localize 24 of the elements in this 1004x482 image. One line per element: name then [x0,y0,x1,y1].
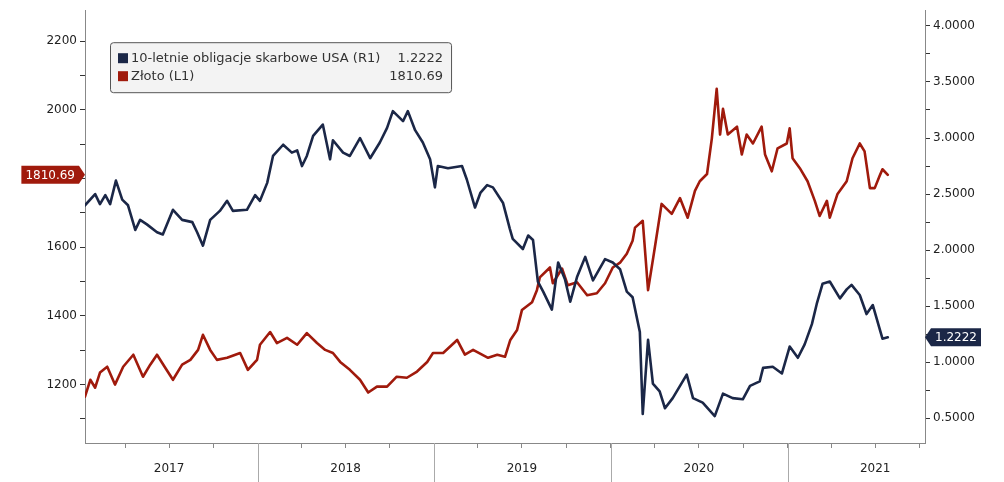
y2-tick-label: 3.5000 [933,74,975,89]
y2-tick-label: 2.5000 [933,186,975,201]
y-tick-label: 2000 [46,101,77,116]
x-tick-label: 2018 [330,461,361,476]
x-tick-label: 2021 [859,461,891,476]
y2-tick-label: 2.0000 [933,242,975,257]
y2-tick-label: 1.5000 [933,298,975,313]
x-tick-label: 2020 [683,461,715,476]
y2-tick-label: 1.0000 [933,354,975,369]
text: 1.2222 [935,330,977,345]
y-tick-label: 2200 [46,33,77,48]
annotation: 1.2222 [397,49,444,65]
annotation: 1810.69 [389,67,444,83]
x-tick-label: 2017 [153,461,185,476]
y-tick-label: 1200 [46,376,77,391]
legend-label: Złoto (L1) [131,67,195,83]
x-tick-label: 2019 [506,461,538,476]
y-tick-label: 1600 [46,239,77,254]
y-tick-label: 1400 [46,308,77,323]
y2-tick-label: 3.0000 [933,130,975,145]
text: 1810.69 [25,167,75,182]
legend-label: 10-letnie obligacje skarbowe USA (R1) [131,49,381,65]
y2-tick-label: 0.5000 [933,410,975,425]
y2-tick-label: 4.0000 [933,18,975,33]
